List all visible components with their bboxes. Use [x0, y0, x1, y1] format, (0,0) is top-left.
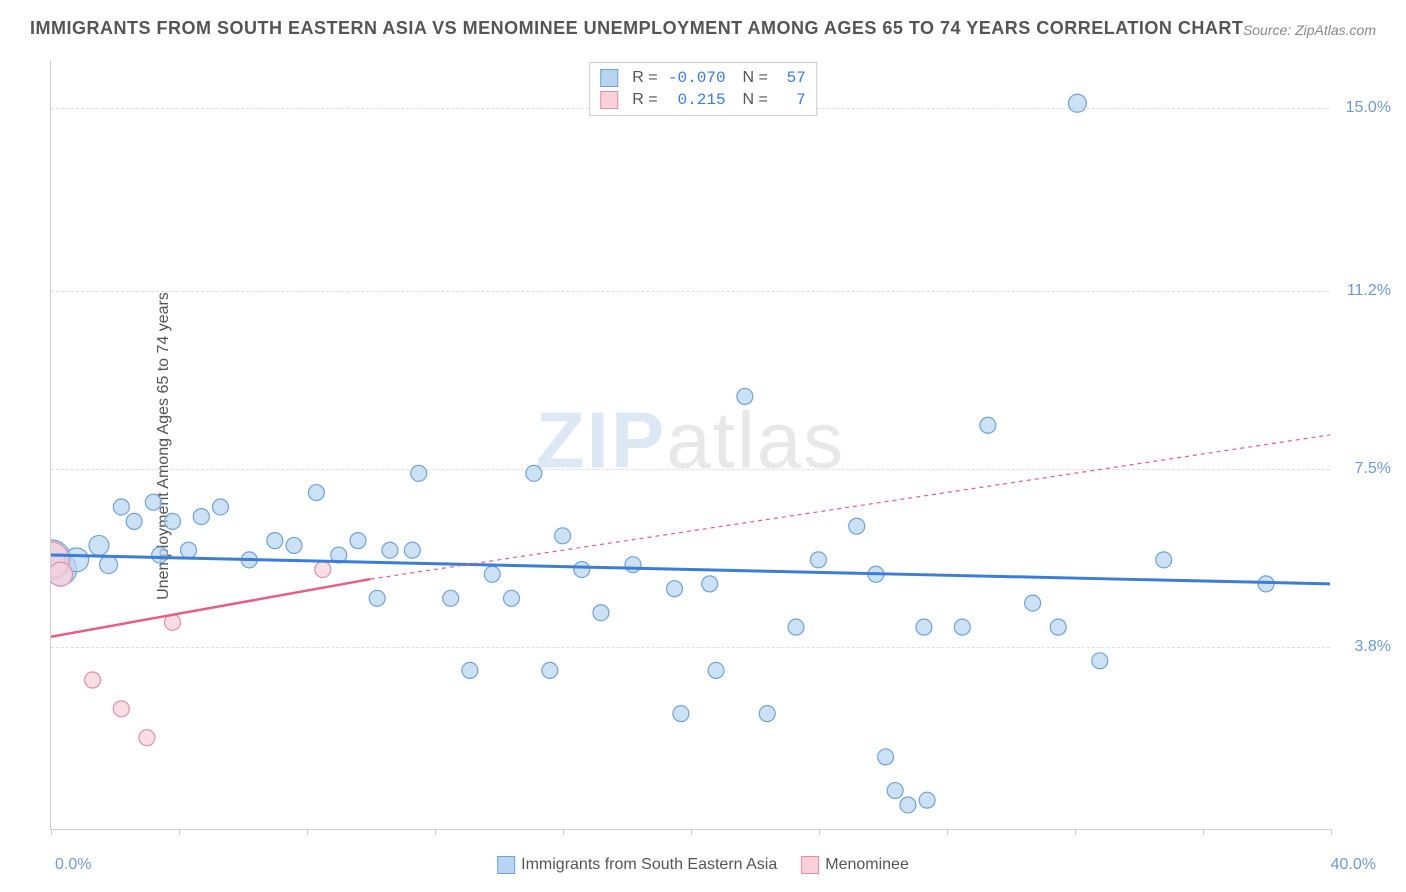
data-point [369, 590, 385, 606]
x-tick [1203, 829, 1204, 835]
x-tick [1075, 829, 1076, 835]
x-tick [307, 829, 308, 835]
data-point [667, 581, 683, 597]
data-point [1050, 619, 1066, 635]
data-point [113, 701, 129, 717]
x-tick [179, 829, 180, 835]
legend-label: Menominee [825, 856, 909, 873]
data-point [919, 792, 935, 808]
data-point [165, 513, 181, 529]
x-tick [691, 829, 692, 835]
trend-line-extended [371, 435, 1330, 579]
data-point [1092, 653, 1108, 669]
data-point [1068, 94, 1086, 112]
y-tick-label: 11.2% [1347, 282, 1391, 300]
x-tick [563, 829, 564, 835]
trend-line [51, 579, 371, 637]
x-axis-min-label: 0.0% [55, 856, 91, 874]
legend-n-value: 57 [776, 69, 806, 87]
x-tick [1331, 829, 1332, 835]
data-point [315, 561, 331, 577]
legend-n-label: N = [734, 69, 768, 87]
legend-n-value: 7 [776, 91, 806, 109]
data-point [85, 672, 101, 688]
data-point [404, 542, 420, 558]
legend-n-label: N = [734, 91, 768, 109]
data-point [212, 499, 228, 515]
data-point [526, 465, 542, 481]
correlation-legend: R = -0.070 N = 57 R = 0.215 N = 7 [589, 62, 817, 116]
legend-r-label: R = [632, 69, 657, 87]
data-point [462, 662, 478, 678]
data-point [916, 619, 932, 635]
legend-r-value: -0.070 [666, 69, 726, 87]
legend-r-value: 0.215 [666, 91, 726, 109]
trend-line [51, 555, 1330, 584]
data-point [411, 465, 427, 481]
legend-swatch [600, 69, 618, 87]
x-tick [947, 829, 948, 835]
data-point [89, 535, 109, 555]
data-point [673, 706, 689, 722]
y-tick-label: 7.5% [1355, 460, 1391, 478]
data-point [443, 590, 459, 606]
y-tick-label: 15.0% [1346, 99, 1391, 117]
y-tick-label: 3.8% [1355, 638, 1391, 656]
data-point [1025, 595, 1041, 611]
data-point [737, 388, 753, 404]
data-point [139, 730, 155, 746]
data-point [980, 417, 996, 433]
data-point [542, 662, 558, 678]
source-label: Source: ZipAtlas.com [1243, 22, 1376, 38]
data-point [51, 562, 73, 586]
legend-swatch [497, 856, 515, 874]
data-point [878, 749, 894, 765]
data-point [1156, 552, 1172, 568]
data-point [702, 576, 718, 592]
data-point [849, 518, 865, 534]
legend-item: Menominee [801, 856, 909, 874]
data-point [574, 561, 590, 577]
x-axis-max-label: 40.0% [1331, 856, 1376, 874]
data-point [484, 566, 500, 582]
data-point [308, 485, 324, 501]
x-tick [819, 829, 820, 835]
data-point [708, 662, 724, 678]
x-tick [51, 829, 52, 835]
data-point [593, 605, 609, 621]
plot-area: ZIPatlas [50, 60, 1330, 830]
series-legend: Immigrants from South Eastern Asia Menomi… [497, 856, 909, 874]
data-point [100, 556, 118, 574]
data-point [887, 783, 903, 799]
data-point [382, 542, 398, 558]
data-point [810, 552, 826, 568]
data-point [152, 547, 168, 563]
data-point [180, 542, 196, 558]
legend-swatch [801, 856, 819, 874]
legend-row: R = -0.070 N = 57 [600, 67, 806, 89]
data-point [113, 499, 129, 515]
data-point [759, 706, 775, 722]
data-point [503, 590, 519, 606]
legend-swatch [600, 91, 618, 109]
data-point [286, 537, 302, 553]
data-point [555, 528, 571, 544]
legend-label: Immigrants from South Eastern Asia [521, 856, 777, 873]
chart-svg [51, 60, 1330, 829]
data-point [625, 557, 641, 573]
data-point [267, 533, 283, 549]
data-point [193, 509, 209, 525]
data-point [788, 619, 804, 635]
data-point [126, 513, 142, 529]
data-point [954, 619, 970, 635]
data-point [145, 494, 161, 510]
data-point [900, 797, 916, 813]
data-point [350, 533, 366, 549]
legend-item: Immigrants from South Eastern Asia [497, 856, 777, 874]
legend-row: R = 0.215 N = 7 [600, 89, 806, 111]
legend-r-label: R = [632, 91, 657, 109]
x-tick [435, 829, 436, 835]
chart-title: IMMIGRANTS FROM SOUTH EASTERN ASIA VS ME… [30, 18, 1243, 39]
